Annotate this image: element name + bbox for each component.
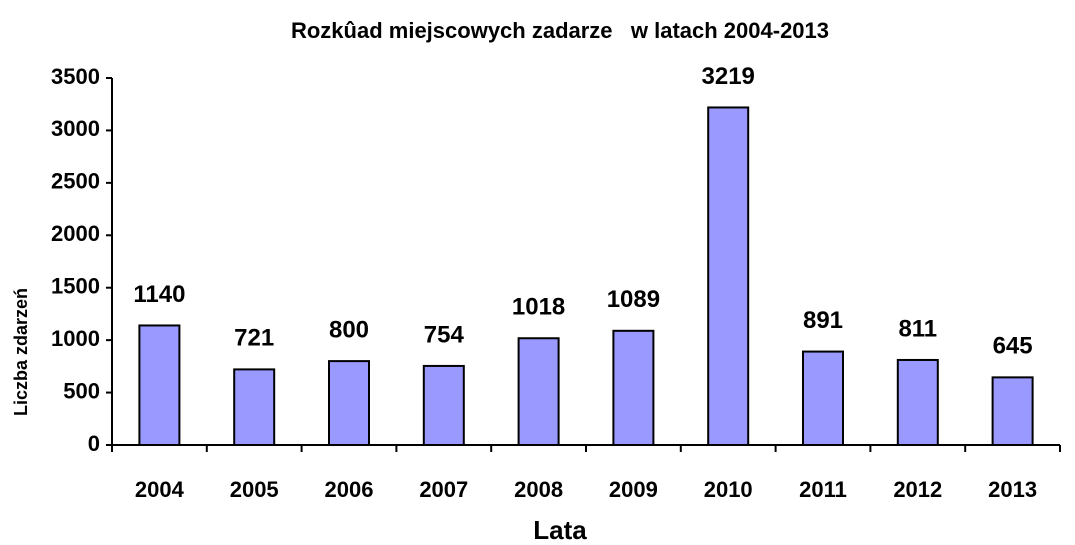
x-tick-label: 2007 bbox=[419, 477, 468, 502]
bar bbox=[517, 337, 560, 446]
y-tick-label: 2500 bbox=[51, 169, 100, 194]
value-label: 721 bbox=[234, 325, 274, 352]
x-tick-label: 2010 bbox=[704, 477, 753, 502]
x-tick-label: 2008 bbox=[514, 477, 563, 502]
bar bbox=[991, 376, 1034, 447]
bar bbox=[896, 358, 939, 446]
value-label: 1089 bbox=[607, 286, 660, 313]
value-label: 891 bbox=[803, 307, 843, 334]
x-tick-label: 2013 bbox=[988, 477, 1037, 502]
x-tick-label: 2011 bbox=[799, 477, 847, 502]
y-tick-label: 3000 bbox=[51, 116, 100, 141]
y-tick-label: 1000 bbox=[51, 326, 100, 351]
y-tick-label: 500 bbox=[63, 378, 100, 403]
y-tick-label: 1500 bbox=[51, 274, 100, 299]
value-label: 800 bbox=[329, 316, 369, 343]
value-label: 3219 bbox=[702, 63, 755, 90]
bar bbox=[328, 360, 370, 446]
x-tick-label: 2004 bbox=[135, 477, 185, 502]
bar bbox=[138, 324, 181, 446]
bar bbox=[612, 329, 655, 447]
y-axis-label: Liczba zdarzeń bbox=[11, 288, 31, 416]
value-label: 1140 bbox=[133, 281, 185, 308]
chart-title: Rozkûad miejscowych zadarze w latach 200… bbox=[291, 18, 829, 43]
bar bbox=[707, 106, 750, 447]
x-tick-label: 2005 bbox=[230, 477, 279, 502]
bar bbox=[422, 364, 465, 446]
x-axis-label: Lata bbox=[533, 515, 587, 545]
y-tick-label: 0 bbox=[88, 431, 100, 456]
x-tick-label: 2012 bbox=[893, 477, 942, 502]
bar bbox=[802, 350, 844, 447]
bar bbox=[233, 368, 276, 447]
value-label: 811 bbox=[898, 315, 937, 342]
value-label: 645 bbox=[993, 333, 1033, 360]
x-tick-label: 2009 bbox=[609, 477, 658, 502]
value-label: 1018 bbox=[512, 294, 565, 321]
y-tick-label: 2000 bbox=[51, 221, 100, 246]
x-tick-label: 2006 bbox=[325, 477, 374, 502]
y-tick-label: 3500 bbox=[51, 64, 100, 89]
value-label: 754 bbox=[424, 321, 465, 348]
